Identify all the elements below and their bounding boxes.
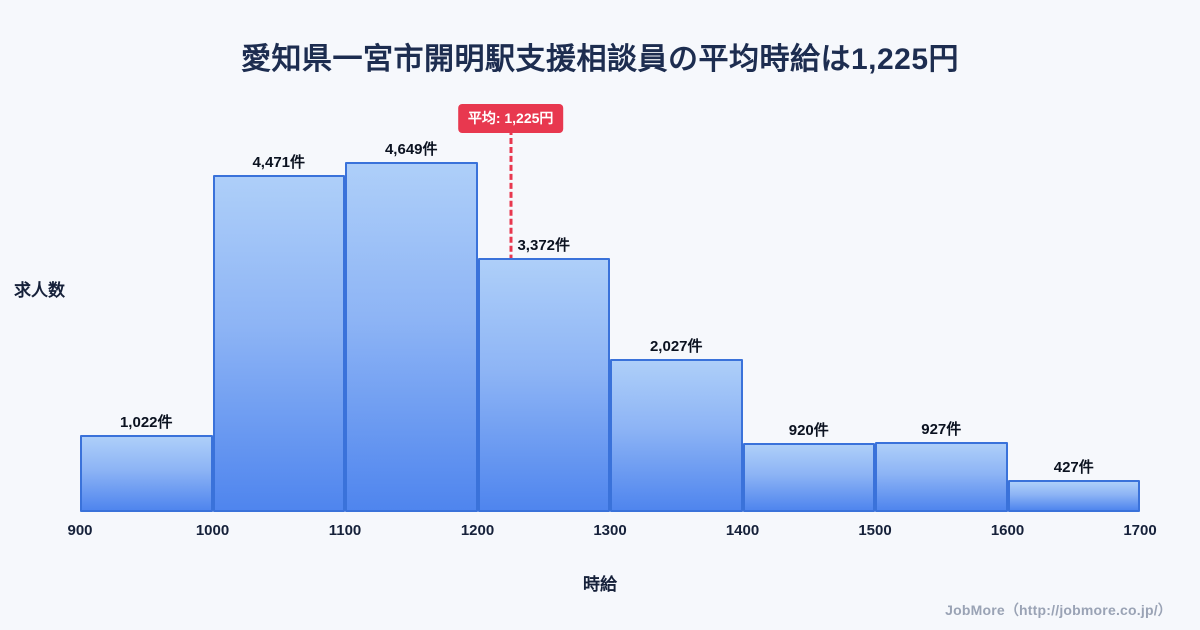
x-axis-tick: 900 (67, 522, 93, 539)
x-axis-tick: 1000 (195, 522, 230, 539)
bar-value-label: 3,372件 (517, 237, 571, 254)
bar-value-label: 927件 (921, 421, 962, 438)
x-axis-tick: 1400 (725, 522, 760, 539)
y-axis-label: 求人数 (14, 281, 65, 300)
bar-value-label: 4,649件 (384, 141, 438, 158)
bar-value-label: 1,022件 (119, 414, 173, 431)
histogram-bar: 4,649件 (345, 141, 478, 512)
histogram-bar: 3,372件 (477, 237, 610, 512)
histogram-bar: 2,027件 (610, 338, 743, 512)
x-axis-tick: 1300 (593, 522, 627, 539)
histogram-bar: 427件 (1007, 459, 1140, 512)
x-axis-tick: 1700 (1123, 522, 1157, 539)
x-axis-tick: 1500 (858, 522, 892, 539)
chart-title: 愛知県一宮市開明駅支援相談員の平均時給は1,225円 (240, 43, 960, 76)
footer-attribution: JobMore（http://jobmore.co.jp/） (945, 602, 1172, 618)
x-axis-tick: 1100 (328, 522, 362, 539)
plot-area: 1,022件 4,471件 4,649件 3,372件 2,027件 920件 927件 42… (80, 129, 1140, 512)
histogram-bar: 4,471件 (212, 154, 345, 512)
histogram-bar: 927件 (875, 421, 1008, 512)
histogram-bar: 1,022件 (80, 414, 213, 512)
average-badge: 平均: 1,225円 (457, 104, 564, 133)
x-axis-ticks: 900 1000 1100 1200 1300 1400 1500 1600 1700 (0, 522, 1200, 542)
bar-value-label: 427件 (1053, 459, 1094, 476)
x-axis-tick: 1200 (460, 522, 495, 539)
x-axis-tick: 1600 (990, 522, 1025, 539)
bar-value-label: 4,471件 (252, 154, 306, 171)
bar-value-label: 2,027件 (649, 338, 703, 355)
histogram-bar: 920件 (742, 422, 875, 512)
bar-value-label: 920件 (788, 422, 829, 439)
x-axis-label: 時給 (583, 575, 617, 594)
